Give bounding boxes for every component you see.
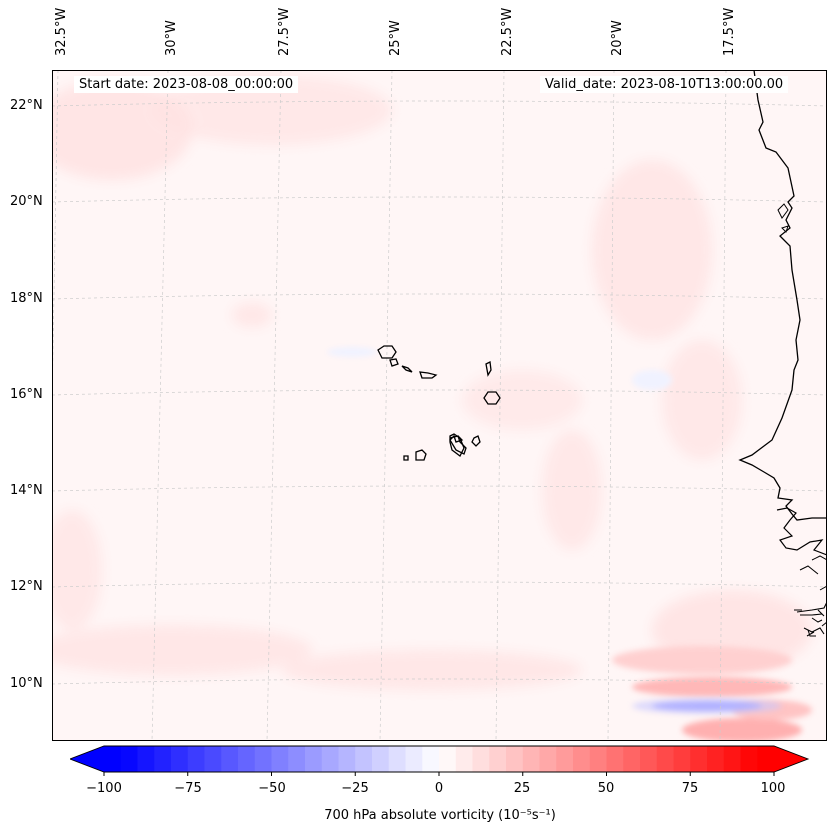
colorbar-segment — [656, 746, 675, 772]
colorbar-segment — [757, 746, 775, 772]
coast-inlets — [777, 203, 827, 575]
colorbar-segment — [388, 746, 407, 772]
colorbar-segment — [606, 746, 624, 772]
colorbar-segment — [690, 746, 708, 772]
lat-label-10n: 10°N — [10, 676, 43, 691]
lon-label-17-5w: 17.5°W — [722, 7, 737, 56]
colorbar-extend-min — [70, 746, 104, 772]
lon-label-27-5w: 27.5°W — [277, 7, 292, 56]
colorbar-segment — [137, 746, 155, 772]
lon-label-32-5w: 32.5°W — [54, 7, 69, 56]
lat-label-14n: 14°N — [10, 483, 43, 498]
colorbar-segment — [405, 746, 423, 772]
lat-label-20n: 20°N — [10, 194, 43, 209]
cape-verde-islands — [377, 345, 501, 461]
colorbar-segment — [104, 746, 122, 772]
lat-label-12n: 12°N — [10, 579, 43, 594]
colorbar-label: 700 hPa absolute vorticity (10⁻⁵s⁻¹) — [324, 808, 556, 823]
colorbar-tick-minus-50: −50 — [258, 781, 286, 796]
colorbar-segment — [171, 746, 189, 772]
bijagos-islands — [794, 585, 827, 637]
colorbar-segment — [723, 746, 742, 772]
colorbar-segment — [305, 746, 323, 772]
colorbar-segment — [573, 746, 591, 772]
colorbar-segment — [288, 746, 306, 772]
african-coastline — [738, 70, 827, 521]
colorbar-tick-25: 25 — [513, 781, 531, 796]
colorbar-segment — [673, 746, 691, 772]
colorbar-tick-minus-75: −75 — [174, 781, 202, 796]
colorbar-segment — [338, 746, 356, 772]
colorbar-segment — [321, 746, 340, 772]
colorbar-tick-50: 50 — [597, 781, 615, 796]
colorbar-tick-100: 100 — [760, 781, 786, 796]
colorbar-segment — [522, 746, 541, 772]
start-date-label: Start date: 2023-08-08_00:00:00 — [74, 76, 299, 93]
colorbar-tick-75: 75 — [681, 781, 699, 796]
lon-label-25w: 25°W — [388, 20, 403, 56]
lat-label-16n: 16°N — [10, 387, 43, 402]
vorticity-map — [52, 70, 827, 741]
colorbar-segment — [204, 746, 222, 772]
colorbar-segment — [740, 746, 758, 772]
colorbar-segment — [422, 746, 440, 772]
colorbar-segments — [70, 746, 808, 772]
lon-label-30w: 30°W — [164, 20, 179, 56]
colorbar-segment — [589, 746, 608, 772]
colorbar-segment — [506, 746, 524, 772]
colorbar-segment — [556, 746, 574, 772]
colorbar-segment — [254, 746, 273, 772]
lon-label-22-5w: 22.5°W — [500, 7, 515, 56]
colorbar-segment — [120, 746, 139, 772]
colorbar-segment — [707, 746, 725, 772]
colorbar-segment — [472, 746, 490, 772]
colorbar-segment — [640, 746, 658, 772]
colorbar-segment — [439, 746, 457, 772]
colorbar-tick-minus-25: −25 — [341, 781, 369, 796]
colorbar-tick-marks — [103, 772, 775, 776]
colorbar-segment — [271, 746, 289, 772]
valid-date-label: Valid_date: 2023-08-10T13:00:00.00 — [540, 76, 789, 93]
negative-vorticity-patches — [327, 347, 782, 714]
colorbar-segment — [455, 746, 474, 772]
guinea-bissau-islands — [796, 601, 827, 637]
colorbar-segment — [238, 746, 256, 772]
colorbar-tick-0: 0 — [434, 781, 444, 796]
colorbar-extend-max — [774, 746, 808, 772]
colorbar-segment — [187, 746, 206, 772]
vorticity-colorbar — [70, 745, 810, 776]
colorbar-segment — [355, 746, 373, 772]
colorbar-segment — [372, 746, 390, 772]
colorbar-segment — [539, 746, 557, 772]
colorbar-segment — [623, 746, 641, 772]
lon-label-20w: 20°W — [610, 20, 625, 56]
colorbar-segment — [221, 746, 239, 772]
colorbar-segment — [489, 746, 507, 772]
graticule — [52, 70, 827, 741]
strong-vorticity-patches — [612, 646, 812, 741]
lat-label-18n: 18°N — [10, 291, 43, 306]
lat-label-22n: 22°N — [10, 98, 43, 113]
senegal-gambia-coast — [776, 507, 827, 556]
colorbar-segment — [154, 746, 172, 772]
colorbar-tick-minus-100: −100 — [86, 781, 122, 796]
